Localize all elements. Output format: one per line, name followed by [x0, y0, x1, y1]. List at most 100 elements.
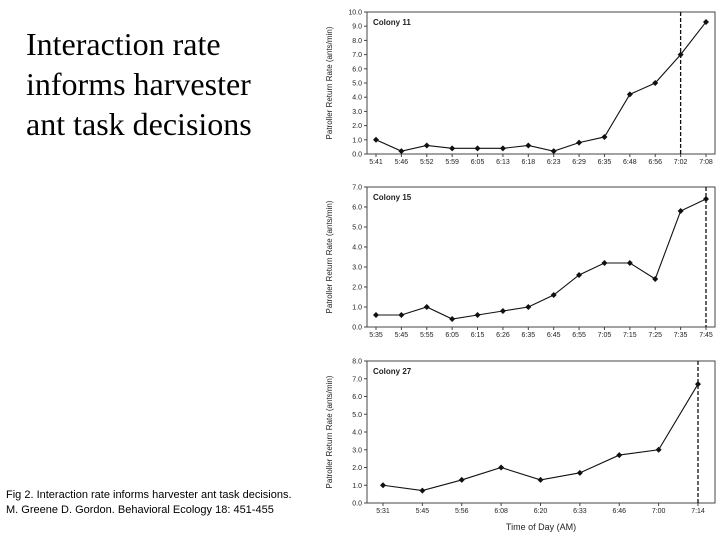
colony-11-data-point	[398, 148, 405, 155]
colony-11-x-tick-label: 5:59	[445, 159, 459, 166]
colony-11-y-axis-label: Patroller Return Rate (ants/min)	[325, 26, 334, 139]
colony-15-data-point	[550, 292, 557, 298]
slide-title-line-3: ant task decisions	[26, 106, 252, 142]
colony-15-data-point	[449, 316, 456, 322]
colony-11-data-point	[677, 51, 684, 58]
colony-15-x-tick-label: 6:26	[496, 332, 510, 339]
colony-27-data-point	[419, 487, 426, 494]
colony-11-data-point	[499, 145, 506, 152]
colony-27-x-tick-label: 7:14	[691, 508, 705, 515]
colony-15-data-point	[499, 308, 506, 314]
colony-11-x-tick-label: 6:23	[547, 159, 561, 166]
colony-27-y-tick-label: 6.0	[352, 394, 362, 401]
colony-11-data-point	[550, 148, 557, 155]
colony-15-data-point	[373, 312, 379, 318]
colony-15-x-tick-label: 7:15	[623, 332, 637, 339]
colony-27-x-axis-label: Time of Day (AM)	[506, 522, 576, 532]
colony-15-x-tick-label: 5:35	[369, 332, 383, 339]
colony-11-data-point	[576, 139, 583, 146]
colony-11-x-tick-label: 6:56	[648, 159, 662, 166]
colony-11-y-tick-label: 7.0	[352, 52, 362, 59]
colony-11-x-tick-label: 5:52	[420, 159, 434, 166]
colony-27-y-tick-label: 3.0	[352, 447, 362, 454]
colony-27-x-tick-label: 7:00	[652, 508, 666, 515]
figure-caption: Fig 2. Interaction rate informs harveste…	[6, 489, 292, 516]
colony-15-data-point	[652, 276, 659, 282]
colony-15-x-tick-label: 6:15	[471, 332, 485, 339]
colony-11-data-point	[626, 91, 633, 98]
colony-15-data-point	[601, 260, 608, 266]
colony-27-y-tick-label: 4.0	[352, 430, 362, 437]
colony-15-x-tick-label: 6:55	[572, 332, 586, 339]
colony-15-data-point	[576, 272, 583, 278]
colony-15-x-tick-label: 7:35	[674, 332, 688, 339]
colony-27-y-axis-label: Patroller Return Rate (ants/min)	[325, 375, 334, 488]
slide-title: Interaction rate informs harvester ant t…	[26, 24, 306, 144]
colony-11-data-point	[423, 142, 430, 149]
colony-11-y-tick-label: 9.0	[352, 24, 362, 31]
colony-15-x-tick-label: 5:55	[420, 332, 434, 339]
colony-11-y-tick-label: 4.0	[352, 95, 362, 102]
colony-15-y-tick-label: 0.0	[352, 325, 362, 332]
colony-27-y-tick-label: 7.0	[352, 376, 362, 383]
colony-27-title: Colony 27	[373, 367, 412, 376]
colony-11-y-tick-label: 0.0	[352, 152, 362, 159]
slide-title-line-2: informs harvester	[26, 66, 251, 102]
colony-11-y-tick-label: 10.0	[348, 10, 362, 17]
colony-15-series-line	[376, 198, 707, 320]
colony-27-data-point	[655, 446, 662, 453]
colony-27-series-line	[382, 383, 699, 492]
colony-27-y-tick-label: 8.0	[352, 359, 362, 366]
colony-27-x-tick-label: 6:33	[573, 508, 587, 515]
colony-27-x-tick-label: 6:20	[534, 508, 548, 515]
colony-11-y-tick-label: 6.0	[352, 66, 362, 73]
colony-11-y-tick-label: 3.0	[352, 109, 362, 116]
colony-15-y-tick-label: 6.0	[352, 205, 362, 212]
colony-15-y-tick-label: 1.0	[352, 305, 362, 312]
colony-11-x-tick-label: 6:18	[521, 159, 535, 166]
colony-15-data-point	[703, 196, 709, 202]
colony-11-y-tick-label: 5.0	[352, 81, 362, 88]
colony-15-x-tick-label: 7:45	[699, 332, 713, 339]
colony-11-y-tick-label: 1.0	[352, 137, 362, 144]
colony-11-data-point	[652, 80, 659, 86]
colony-15-x-tick-label: 6:45	[547, 332, 561, 339]
colony-11-x-tick-label: 6:48	[623, 159, 637, 166]
colony-15-x-tick-label: 5:45	[395, 332, 409, 339]
colony-11-data-point	[601, 133, 608, 140]
colony-15-data-point	[626, 260, 633, 266]
colony-15-y-tick-label: 2.0	[352, 285, 362, 292]
colony-11-data-point	[703, 18, 709, 25]
colony-11-y-tick-label: 2.0	[352, 123, 362, 130]
colony-11-data-point	[525, 142, 532, 149]
colony-15-y-tick-label: 7.0	[352, 185, 362, 192]
colony-27-x-tick-label: 5:56	[455, 508, 469, 515]
colony-15-title: Colony 15	[373, 193, 412, 202]
colony-11-x-tick-label: 7:02	[674, 159, 688, 166]
colony-27-data-point	[458, 476, 465, 483]
colony-11-data-point	[474, 145, 481, 152]
colony-27-y-tick-label: 5.0	[352, 412, 362, 419]
colony-27-x-tick-label: 6:46	[612, 508, 626, 515]
colony-11-series-line	[375, 21, 707, 152]
colony-11-data-point	[373, 136, 379, 143]
colony-27-data-point	[380, 482, 386, 489]
colony-11-x-tick-label: 6:13	[496, 159, 510, 166]
colony-15-y-tick-label: 5.0	[352, 225, 362, 232]
colony-11-title: Colony 11	[373, 18, 411, 27]
colony-27-y-tick-label: 0.0	[352, 501, 362, 508]
colony-15-x-tick-label: 7:25	[648, 332, 662, 339]
colony-27-x-tick-label: 5:31	[376, 508, 390, 515]
colony-15-y-tick-label: 3.0	[352, 265, 362, 272]
colony-15-x-tick-label: 6:35	[521, 332, 535, 339]
colony-15-y-tick-label: 4.0	[352, 245, 362, 252]
colony-15-y-axis-label: Patroller Return Rate (ants/min)	[325, 200, 334, 313]
colony-15-x-tick-label: 6:05	[445, 332, 459, 339]
colony-11-x-tick-label: 6:05	[471, 159, 485, 166]
colony-15-data-point	[398, 312, 405, 318]
colony-27-data-point	[537, 476, 544, 483]
colony-27-x-tick-label: 5:45	[416, 508, 430, 515]
colony-15-data-point	[423, 304, 430, 310]
colony-27-data-point	[498, 464, 505, 471]
